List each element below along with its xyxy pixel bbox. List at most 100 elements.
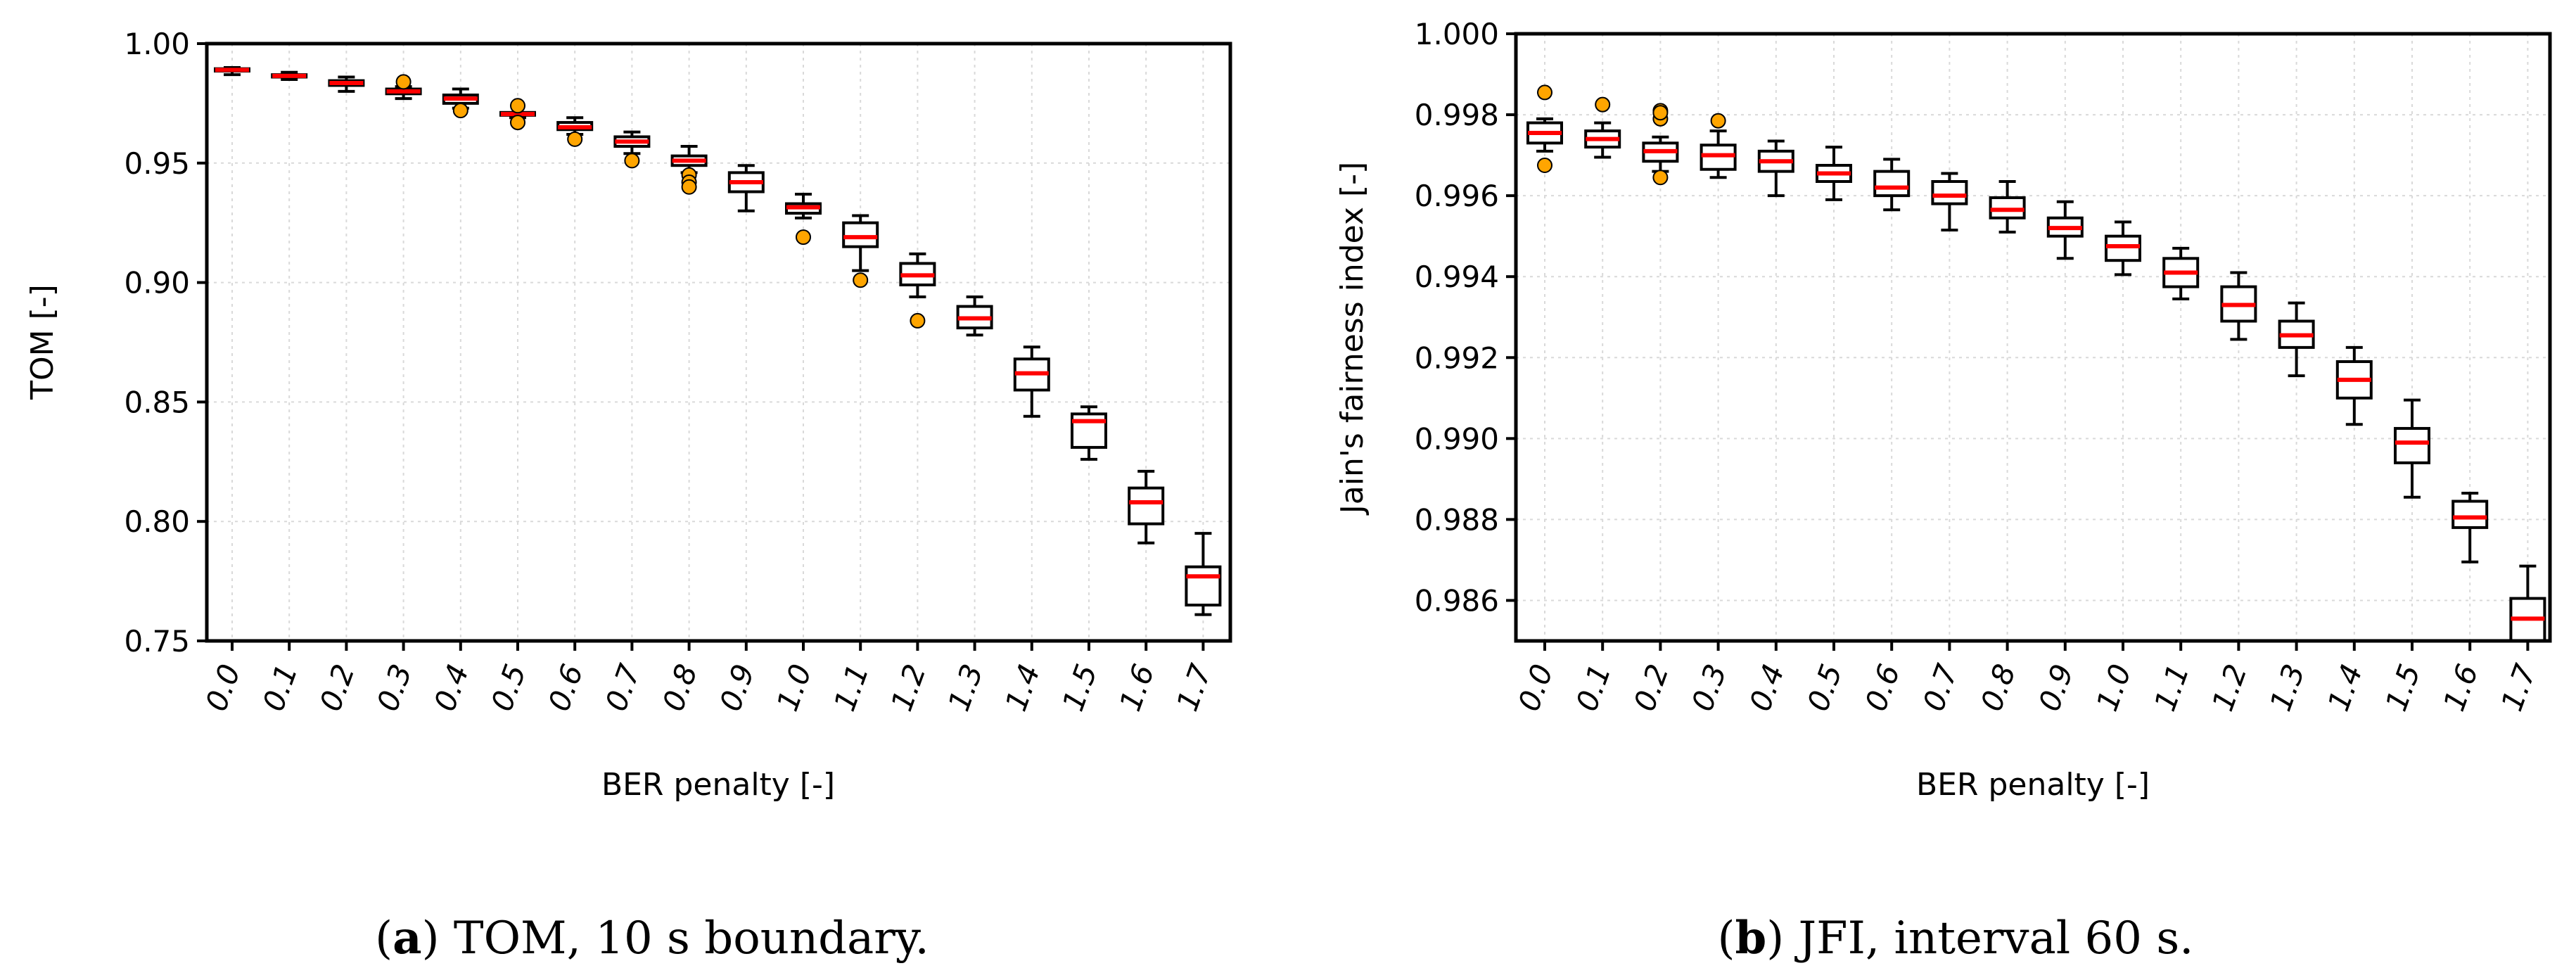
box-0.3 (1700, 113, 1737, 179)
outlier-point (452, 103, 468, 119)
x-tick-label: 0.6 (542, 660, 590, 716)
box-1.0 (2105, 220, 2141, 276)
boxes-b (1526, 84, 2546, 643)
box-0.9 (727, 164, 765, 212)
y-ticks-a: 0.75 0.80 0.85 0.90 0.95 1.00 (124, 27, 207, 658)
x-ticks-b: 0.0 0.1 0.2 0.3 0.4 0.5 0.6 0.7 0.8 0.9 1.0 1.1 1.2 1… (1512, 641, 2543, 715)
x-tick-label: 0.1 (1569, 660, 1618, 716)
x-tick-label: 1.3 (2263, 660, 2312, 716)
y-tick-label: 0.990 (1415, 421, 1499, 456)
y-tick-label: 0.90 (124, 266, 190, 300)
box-iqr (1931, 179, 1968, 205)
box-1.1 (842, 214, 879, 288)
y-tick-label: 0.986 (1415, 583, 1499, 618)
x-tick-label: 0.9 (2032, 660, 2080, 716)
x-tick-label: 1.0 (2090, 660, 2138, 716)
x-tick-label: 0.8 (656, 660, 704, 716)
x-ticks-a: 0.0 0.1 0.2 0.3 0.4 0.5 0.6 0.7 0.8 0.9 1.0 1.1 1.2 1… (199, 641, 1218, 715)
x-tick-label: 0.5 (485, 660, 533, 716)
box-1.6 (1128, 469, 1165, 545)
y-ticks-b: 0.986 0.988 0.990 0.992 0.994 0.996 0.998 1.000 (1415, 17, 1516, 618)
outlier-point (510, 115, 525, 131)
box-iqr (1873, 170, 1911, 198)
outlier-point (567, 131, 583, 147)
y-tick-label: 0.80 (124, 504, 190, 539)
x-tick-label: 0.0 (199, 660, 248, 716)
panel-b-jfi: 0.986 0.988 0.990 0.992 0.994 0.996 0.998 1.000… (1334, 17, 2552, 965)
caption-b-text: JFI, interval 60 s. (1794, 912, 2194, 965)
caption-a-letter: a (393, 912, 421, 965)
box-1.1 (2162, 246, 2200, 300)
box-0.7 (613, 130, 651, 169)
x-tick-label: 0.5 (1801, 660, 1849, 716)
box-0.6 (1873, 158, 1911, 212)
box-0.1 (1584, 96, 1621, 159)
box-iqr (842, 221, 879, 248)
caption-a-text: TOM, 10 s boundary. (454, 912, 929, 965)
plot-frame-a (205, 42, 1232, 643)
y-tick-label: 0.85 (124, 385, 190, 419)
box-1.7 (2509, 564, 2546, 643)
x-tick-label: 1.2 (884, 660, 933, 716)
box-0.1 (271, 70, 308, 81)
y-tick-label: 1.000 (1415, 17, 1499, 51)
outlier-point (510, 98, 525, 114)
x-tick-label: 0.3 (1685, 660, 1733, 716)
x-tick-label: 1.6 (1113, 660, 1161, 716)
box-iqr (2451, 499, 2489, 529)
box-0.8 (1989, 179, 2026, 234)
x-tick-label: 1.1 (2148, 660, 2196, 716)
x-tick-label: 1.2 (2205, 660, 2254, 716)
y-tick-label: 0.75 (124, 624, 190, 658)
x-tick-label: 1.4 (2321, 660, 2369, 716)
y-tick-label: 1.00 (124, 27, 190, 61)
box-1.5 (2394, 398, 2430, 499)
outlier-point (910, 312, 926, 329)
outlier-point (395, 74, 412, 90)
x-tick-label: 0.9 (713, 660, 761, 716)
box-1.0 (785, 192, 822, 246)
y-tick-label: 0.996 (1415, 179, 1499, 213)
x-tick-label: 1.6 (2437, 660, 2485, 716)
box-iqr (1128, 486, 1165, 526)
caption-a: (a) TOM, 10 s boundary. (375, 912, 929, 965)
x-tick-label: 0.4 (1742, 660, 1791, 716)
box-0.0 (214, 65, 250, 77)
x-tick-label: 1.7 (2494, 659, 2543, 715)
outlier-point (853, 272, 869, 288)
box-1.3 (956, 295, 993, 337)
x-tick-label: 0.8 (1974, 660, 2022, 716)
grid-b (1516, 33, 2550, 641)
box-1.5 (1071, 405, 1107, 461)
box-0.6 (556, 116, 594, 147)
panel-a-tom: 0.75 0.80 0.85 0.90 0.95 1.00 0.0 0.1 0.2 0.3 0.4… (25, 27, 1232, 965)
caption-b: (b) JFI, interval 60 s. (1717, 912, 2193, 965)
box-0.2 (1642, 103, 1679, 186)
x-tick-label: 1.7 (1170, 659, 1218, 715)
box-1.3 (2278, 301, 2315, 378)
x-tick-label: 1.1 (827, 660, 876, 716)
outlier-point (681, 179, 697, 195)
y-tick-label: 0.95 (124, 146, 190, 181)
box-iqr (1071, 412, 1107, 449)
box-0.5 (1816, 146, 1852, 201)
x-tick-label: 0.3 (370, 660, 419, 716)
box-1.4 (1013, 345, 1050, 418)
box-0.4 (442, 87, 479, 119)
box-0.4 (1757, 139, 1794, 198)
x-tick-label: 0.1 (256, 660, 305, 716)
x-tick-label: 0.2 (1627, 660, 1676, 716)
outlier-point (624, 153, 640, 169)
x-tick-label: 1.3 (941, 660, 990, 716)
outlier-point (1652, 105, 1669, 121)
x-axis-label-a: BER penalty [-] (601, 767, 835, 803)
box-1.4 (2335, 345, 2373, 426)
box-0.5 (499, 98, 536, 131)
boxes-a (214, 65, 1222, 616)
box-iqr (2394, 426, 2430, 464)
y-tick-label: 0.994 (1415, 260, 1499, 294)
x-tick-label: 1.5 (1056, 660, 1104, 716)
outlier-point (1652, 170, 1669, 186)
outlier-point (1537, 84, 1552, 101)
